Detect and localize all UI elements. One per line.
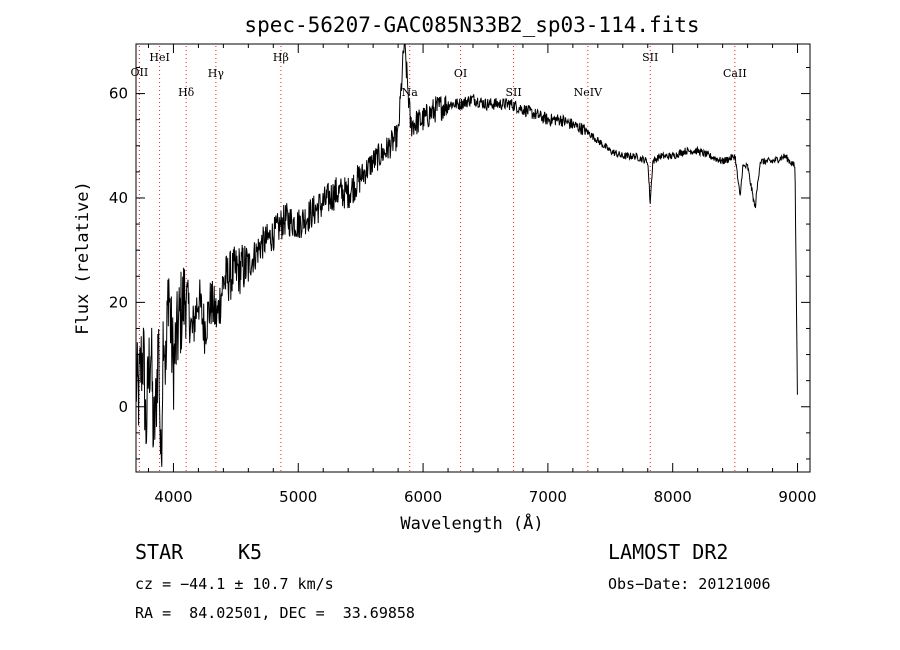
line-marker-label: Hδ — [178, 86, 195, 99]
line-marker-label: SII — [505, 86, 521, 99]
spectral-subclass: K5 — [238, 540, 263, 564]
coordinates: RA = 84.02501, DEC = 33.69858 — [135, 604, 415, 622]
x-tick-label: 6000 — [404, 488, 442, 506]
redshift-text: cz = −44.1 ± 10.7 km/s — [135, 575, 334, 593]
y-tick-label: 0 — [118, 398, 128, 416]
chart-title: spec-56207-GAC085N33B2_sp03-114.fits — [244, 13, 699, 37]
y-axis-label: Flux (relative) — [73, 181, 93, 335]
spectrum-line — [135, 43, 798, 467]
line-marker-label: NeIV — [574, 86, 603, 99]
line-marker-label: SII — [642, 51, 658, 64]
survey-name: LAMOST DR2 — [608, 540, 729, 564]
x-tick-label: 4000 — [154, 488, 192, 506]
x-tick-label: 5000 — [279, 488, 317, 506]
line-marker-label: Hβ — [273, 51, 289, 64]
y-tick-label: 40 — [109, 189, 128, 207]
x-tick-label: 9000 — [778, 488, 816, 506]
line-marker-label: Hγ — [208, 67, 225, 80]
line-marker-label: Na — [402, 86, 419, 99]
line-marker-label: CaII — [723, 67, 747, 80]
x-axis-label: Wavelength (Å) — [400, 512, 543, 534]
x-tick-label: 7000 — [529, 488, 567, 506]
axis-ticks: 4000 5000 6000 7000 8000 9000 0 20 40 60 — [109, 44, 817, 506]
line-marker-label: OI — [454, 67, 467, 80]
line-marker-label: OII — [131, 66, 149, 79]
object-type: STAR — [135, 540, 184, 564]
obs-date: Obs−Date: 20121006 — [608, 575, 771, 593]
y-tick-label: 20 — [109, 293, 128, 311]
spectrum-series — [135, 43, 798, 467]
line-marker-label: HeI — [149, 51, 169, 64]
x-tick-label: 8000 — [654, 488, 692, 506]
y-tick-label: 60 — [109, 85, 128, 103]
